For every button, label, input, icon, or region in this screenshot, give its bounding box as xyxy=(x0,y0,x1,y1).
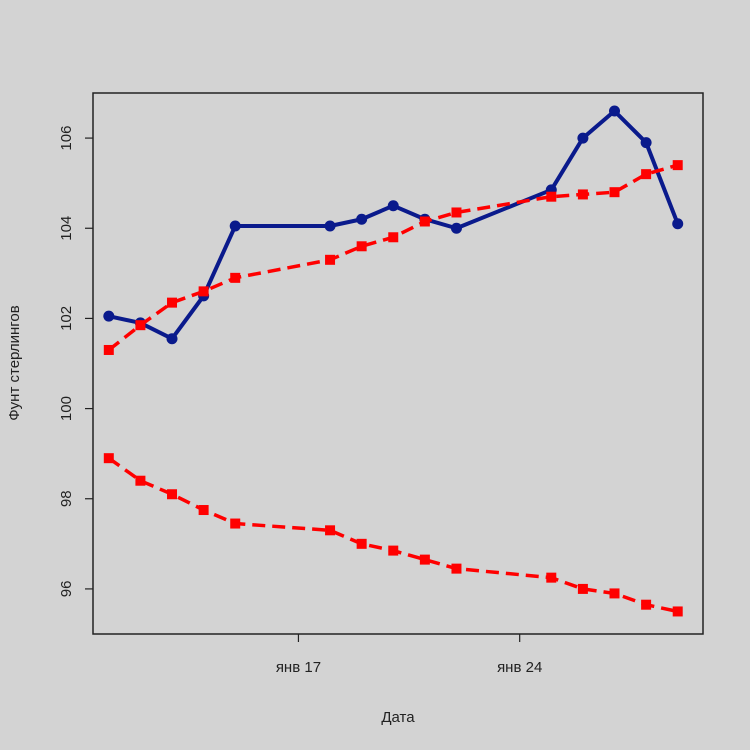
data-point xyxy=(672,160,683,171)
data-point xyxy=(103,310,115,322)
data-point xyxy=(641,599,652,610)
data-point xyxy=(641,169,652,180)
data-point xyxy=(609,105,621,117)
y-tick-label: 102 xyxy=(58,306,75,331)
y-tick-label: 104 xyxy=(58,216,75,241)
data-point xyxy=(356,538,367,549)
series-3 xyxy=(103,453,683,617)
x-tick-label: янв 24 xyxy=(497,659,542,676)
series-line xyxy=(108,109,680,341)
data-point xyxy=(356,241,367,252)
data-point xyxy=(103,344,114,355)
data-point xyxy=(167,489,178,500)
y-axis-label: Фунт стерлингов xyxy=(6,305,23,420)
data-point xyxy=(672,606,683,617)
x-axis-label: Дата xyxy=(381,709,415,726)
y-axis: 96 98 100 102 104 106 xyxy=(58,126,93,598)
data-point xyxy=(167,297,178,308)
data-point xyxy=(577,583,588,594)
series-1 xyxy=(103,105,684,345)
y-tick-label: 96 xyxy=(58,581,75,598)
data-point xyxy=(387,200,399,212)
data-point xyxy=(419,554,430,565)
data-point xyxy=(388,232,399,243)
series-line xyxy=(107,456,679,614)
data-point xyxy=(198,505,209,516)
data-point xyxy=(451,207,462,218)
data-point xyxy=(103,453,114,464)
data-point xyxy=(609,187,620,198)
data-point xyxy=(419,216,430,227)
data-point xyxy=(356,213,368,225)
plot-frame xyxy=(92,92,704,635)
data-point xyxy=(135,320,146,331)
data-point xyxy=(230,272,241,283)
data-point xyxy=(546,191,557,202)
data-point xyxy=(388,545,399,556)
data-point xyxy=(672,218,684,230)
data-point xyxy=(609,588,620,599)
data-point xyxy=(230,518,241,529)
series-layer xyxy=(103,105,684,617)
series-2 xyxy=(103,160,683,355)
data-point xyxy=(229,220,241,232)
data-point xyxy=(577,189,588,200)
y-tick-label: 100 xyxy=(58,396,75,421)
data-point xyxy=(325,525,336,536)
x-axis: янв 17 янв 24 xyxy=(276,634,542,676)
data-point xyxy=(324,220,336,232)
data-point xyxy=(198,286,209,297)
data-point xyxy=(325,254,336,265)
data-point xyxy=(577,132,589,144)
x-tick-label: янв 17 xyxy=(276,659,321,676)
data-point xyxy=(135,475,146,486)
data-point xyxy=(451,563,462,574)
data-point xyxy=(166,333,178,345)
data-point xyxy=(450,222,462,234)
data-point xyxy=(640,137,652,149)
y-tick-label: 106 xyxy=(58,126,75,151)
series-line xyxy=(107,163,679,352)
data-point xyxy=(546,572,557,583)
y-tick-label: 98 xyxy=(58,490,75,507)
